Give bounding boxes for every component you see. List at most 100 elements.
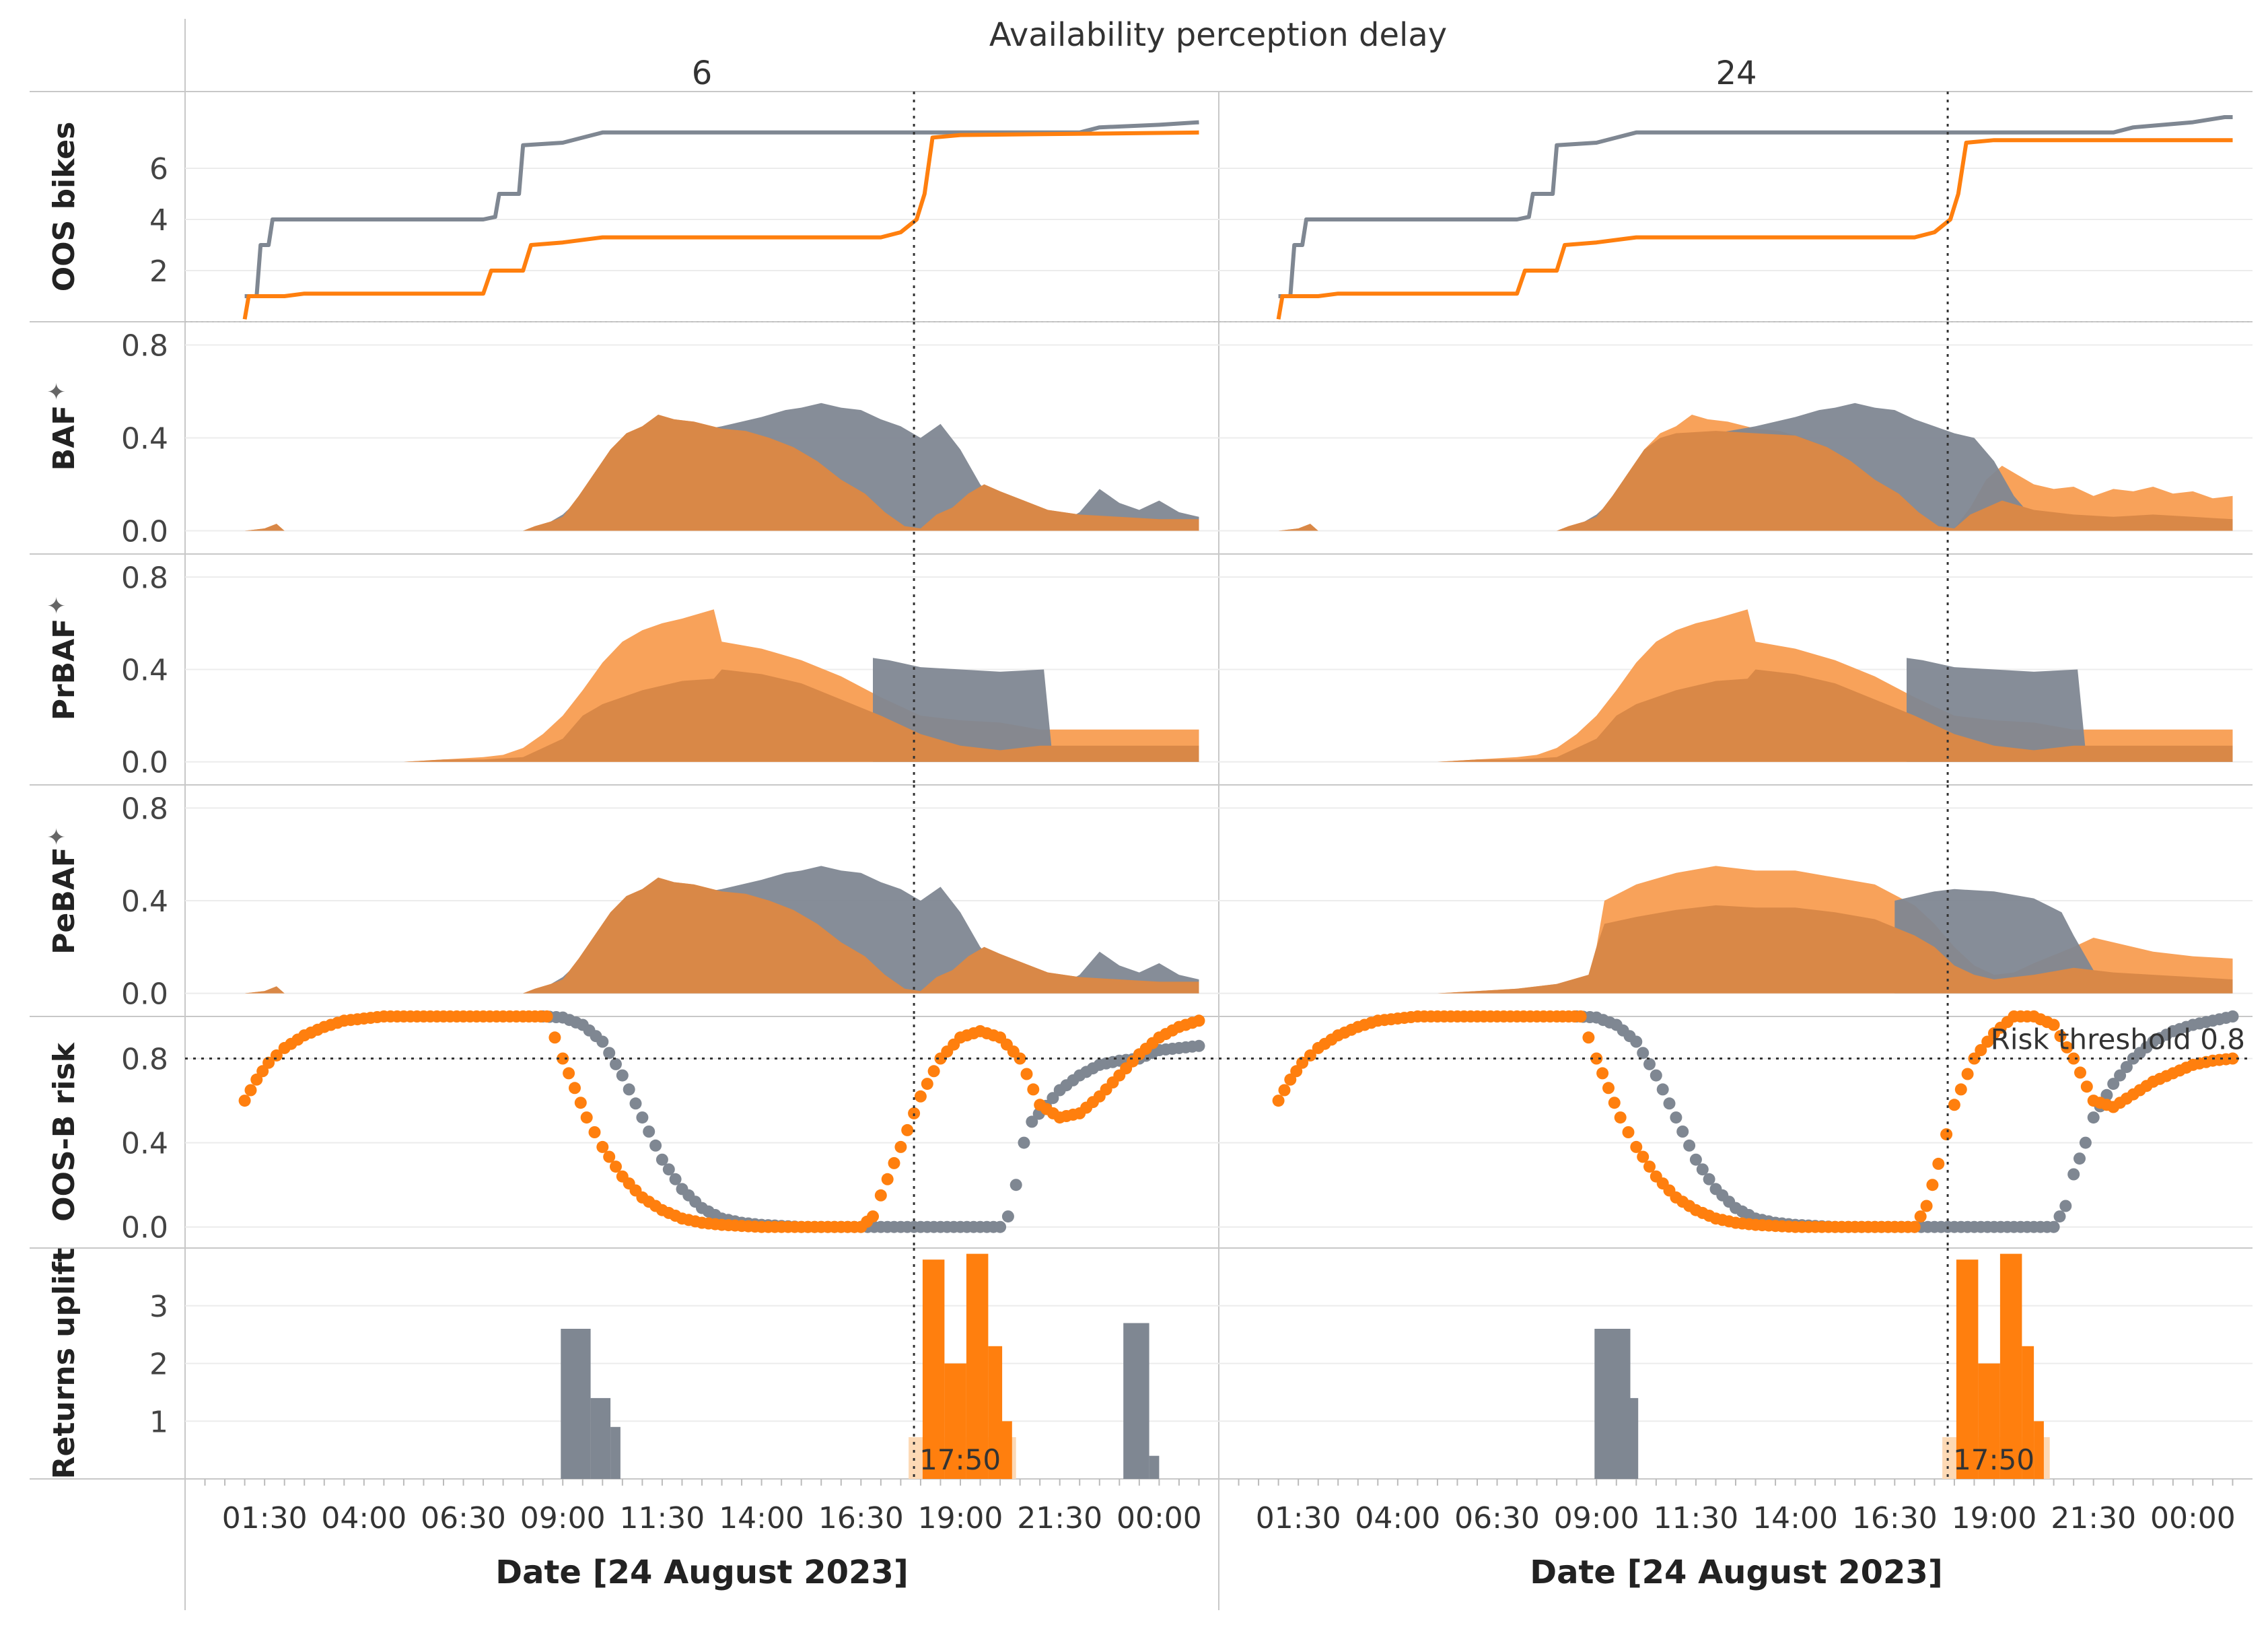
point-orange	[2067, 1052, 2080, 1065]
panel-risk-24	[1272, 1010, 2239, 1248]
point-grey	[596, 1035, 609, 1048]
point-grey	[1663, 1097, 1676, 1110]
point-orange	[540, 1010, 553, 1023]
x-tick-label: 01:30	[222, 1501, 308, 1535]
point-grey	[1703, 1173, 1715, 1185]
y-tick-label-risk: 0.0	[121, 1211, 168, 1245]
area-dark-orange	[1278, 431, 2233, 531]
point-grey	[2053, 1210, 2066, 1223]
bar-orange	[922, 1259, 945, 1479]
point-orange	[2226, 1052, 2239, 1065]
y-tick-label-pebaf: 0.8	[121, 792, 168, 826]
panel-risk-6	[238, 1010, 1205, 1248]
x-tick-label: 09:00	[1554, 1501, 1639, 1535]
point-grey	[1001, 1210, 1014, 1223]
x-tick-label: 00:00	[2150, 1501, 2236, 1535]
y-tick-label-risk: 0.4	[121, 1127, 168, 1161]
point-orange	[1948, 1099, 1960, 1111]
bar-grey	[1630, 1397, 1639, 1479]
y-axis-label-risk: OOS-B risk	[47, 1041, 81, 1222]
point-grey	[994, 1220, 1007, 1233]
point-grey	[1696, 1163, 1709, 1176]
area-dark-orange	[1278, 905, 2233, 994]
point-orange	[569, 1082, 581, 1095]
pin-icon: ✦	[44, 596, 71, 615]
point-orange	[588, 1126, 601, 1138]
point-orange	[1574, 1010, 1587, 1023]
y-axis-label-prbaf: PrBAF	[47, 619, 81, 721]
area-dark-orange	[244, 877, 1199, 994]
point-grey	[643, 1126, 655, 1138]
point-orange	[1596, 1067, 1609, 1080]
y-tick-label-pebaf: 0.0	[121, 977, 168, 1012]
point-orange	[1284, 1073, 1297, 1086]
point-grey	[2079, 1136, 2092, 1149]
area-grey	[873, 658, 1199, 762]
x-tick-label: 11:30	[1653, 1501, 1738, 1535]
x-tick-label: 19:00	[1952, 1501, 2037, 1535]
series-line-grey	[1278, 115, 2233, 298]
point-grey	[1689, 1153, 1702, 1166]
point-orange	[1296, 1056, 1309, 1069]
point-orange	[1014, 1052, 1026, 1065]
x-axis-label-col-24: Date [24 August 2023]	[1530, 1554, 1943, 1591]
point-grey	[636, 1111, 649, 1124]
point-grey	[2114, 1069, 2127, 1082]
bar-orange	[2034, 1421, 2044, 1480]
y-tick-label-baf: 0.8	[121, 329, 168, 364]
x-tick-label: 11:30	[619, 1501, 705, 1535]
point-grey	[629, 1097, 642, 1110]
y-tick-label-baf: 0.4	[121, 422, 168, 456]
point-grey	[1650, 1069, 1662, 1082]
point-orange	[1278, 1084, 1291, 1097]
point-orange	[1272, 1095, 1285, 1107]
x-axis-label-col-6: Date [24 August 2023]	[495, 1554, 909, 1591]
y-axis-label-pebaf: PeBAF	[47, 847, 81, 955]
point-orange	[1954, 1083, 1967, 1096]
point-orange	[867, 1210, 879, 1223]
x-tick-label: 06:30	[421, 1501, 506, 1535]
y-axis-label-baf: BAF	[47, 405, 81, 471]
point-orange	[1914, 1210, 1927, 1223]
series-line-grey	[244, 120, 1199, 298]
x-tick-label: 09:00	[520, 1501, 606, 1535]
point-orange	[921, 1078, 933, 1091]
point-grey	[2059, 1200, 2072, 1212]
bar-orange	[1999, 1253, 2022, 1479]
bar-grey	[1149, 1455, 1160, 1479]
point-orange	[894, 1140, 907, 1153]
point-orange	[596, 1140, 609, 1153]
point-orange	[1614, 1111, 1627, 1124]
point-orange	[244, 1084, 257, 1097]
x-tick-label: 01:30	[1256, 1501, 1341, 1535]
point-orange	[1643, 1161, 1656, 1173]
point-orange	[2074, 1066, 2086, 1079]
series-line-orange	[242, 130, 1199, 320]
column-header-6: 6	[692, 55, 713, 92]
y-tick-label-pebaf: 0.4	[121, 885, 168, 919]
area-dark-orange	[244, 415, 1199, 531]
point-orange	[1590, 1052, 1603, 1065]
point-orange	[1637, 1150, 1650, 1163]
bar-orange	[1002, 1421, 1012, 1480]
y-tick-label-risk: 0.8	[121, 1043, 168, 1077]
area-grey	[1907, 658, 2233, 762]
panel-baf-24	[1278, 322, 2233, 554]
marker-time-label: 17:50	[919, 1443, 1001, 1476]
point-grey	[649, 1139, 662, 1152]
panel-pebaf-24	[1278, 785, 2233, 1016]
x-tick-label: 21:30	[2051, 1501, 2136, 1535]
point-grey	[669, 1173, 682, 1185]
x-tick-label: 19:00	[918, 1501, 1003, 1535]
y-tick-label-returns: 2	[149, 1348, 168, 1382]
point-orange	[1020, 1068, 1033, 1080]
point-orange	[2061, 1041, 2074, 1053]
area-dark-orange	[1278, 669, 2233, 762]
point-orange	[262, 1056, 275, 1069]
y-tick-label-oos: 4	[149, 203, 168, 238]
point-grey	[662, 1163, 675, 1176]
point-grey	[616, 1069, 629, 1082]
x-tick-label: 16:30	[1852, 1501, 1938, 1535]
bar-grey	[561, 1329, 591, 1479]
